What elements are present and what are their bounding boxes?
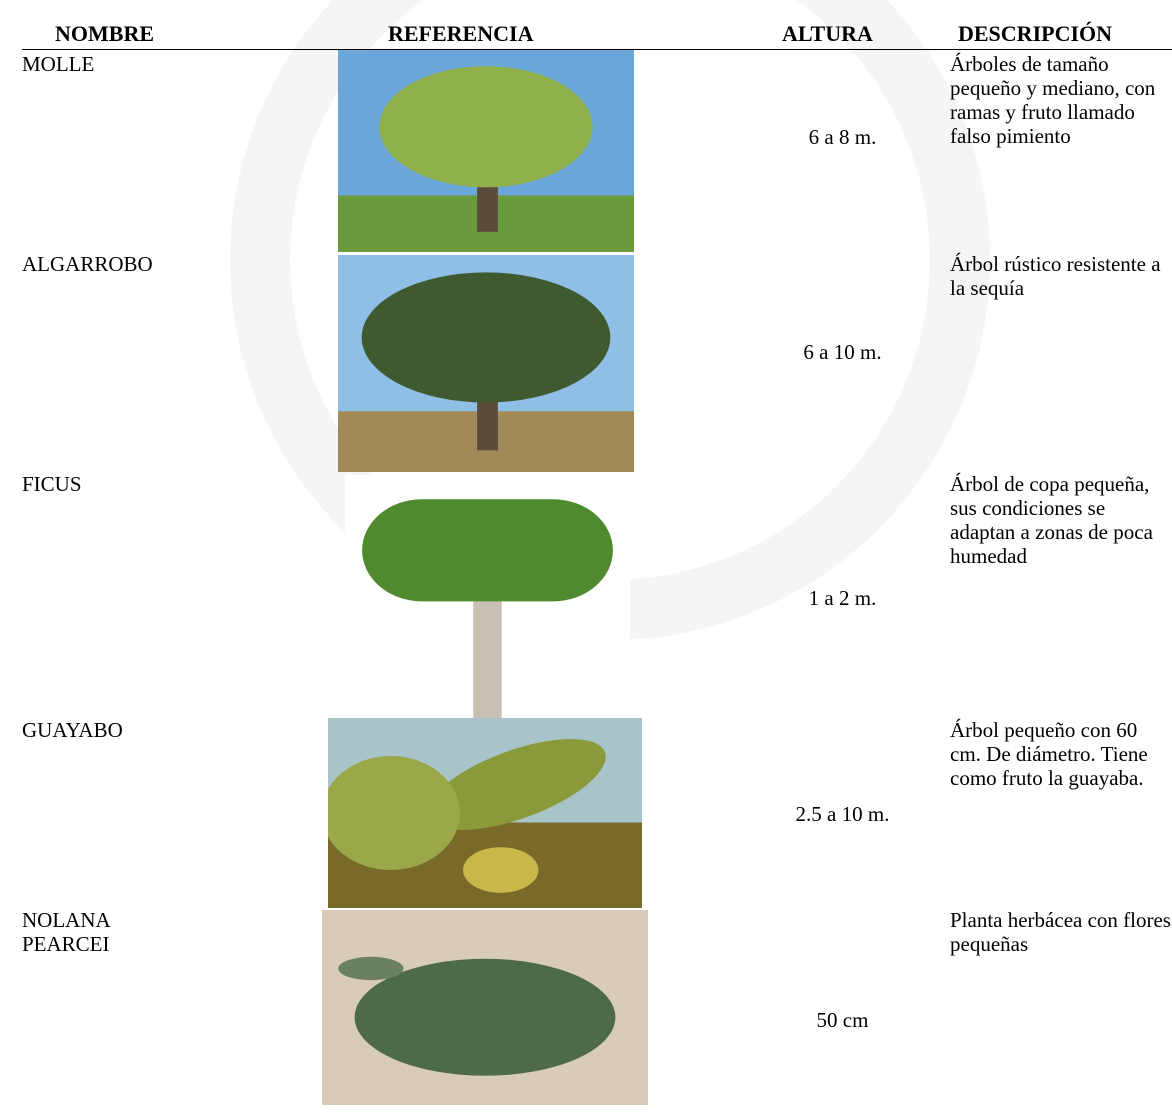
- row-name: GUAYABO: [22, 718, 123, 742]
- header-altura: ALTURA: [782, 21, 873, 46]
- row-height: 1 a 2 m.: [808, 586, 877, 610]
- row-name: ALGARROBO: [22, 252, 153, 276]
- row-height: 50 cm: [816, 1008, 869, 1032]
- reference-image: [338, 50, 634, 252]
- row-name: NOLANA PEARCEI: [22, 908, 110, 956]
- row-height: 6 a 10 m.: [803, 340, 882, 364]
- reference-image: [328, 718, 642, 908]
- reference-image: [338, 255, 634, 472]
- header-descripcion: DESCRIPCIÓN: [958, 21, 1113, 46]
- row-description: Árbol rústico resistente a la sequía: [950, 252, 1161, 300]
- row-height: 2.5 a 10 m.: [795, 802, 890, 826]
- header-nombre: NOMBRE: [55, 21, 154, 46]
- row-name: FICUS: [22, 472, 82, 496]
- row-description: Árbol pequeño con 60 cm. De diámetro. Ti…: [950, 718, 1148, 790]
- row-height: 6 a 8 m.: [808, 125, 877, 149]
- reference-image: [345, 475, 630, 718]
- reference-image: [322, 910, 648, 1105]
- row-name: MOLLE: [22, 52, 95, 76]
- row-description: Árbol de copa pequeña, sus condiciones s…: [950, 472, 1153, 568]
- header-referencia: REFERENCIA: [388, 21, 534, 46]
- header-rule: [22, 49, 1172, 50]
- row-description: Árboles de tamaño pequeño y mediano, con…: [950, 52, 1156, 148]
- row-description: Planta herbácea con flores pequeñas: [950, 908, 1171, 956]
